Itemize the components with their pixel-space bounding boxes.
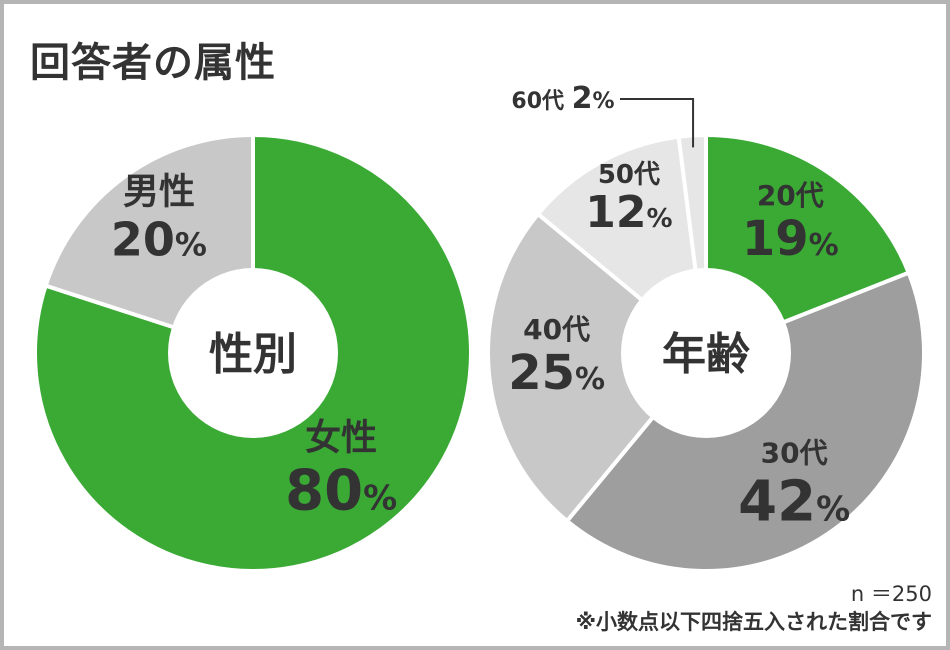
gender-donut-chart: 性別 女性 80% 男性 20% xyxy=(33,133,473,573)
age-donut-chart: 年齢 20代 19% 30代 42% 40代 25% 50代 12% 60代 2% xyxy=(486,81,926,573)
leader-line-5 xyxy=(620,98,695,148)
gender-donut-hole xyxy=(168,268,338,438)
chart-title: 回答者の属性 xyxy=(30,40,276,86)
sample-size: n ＝250 xyxy=(850,582,932,606)
age-donut-hole xyxy=(621,268,791,438)
slice-label-1: 女性 80% xyxy=(285,417,397,523)
rounding-note: ※小数点以下四捨五入された割合です xyxy=(575,610,932,634)
slice-label-2: 男性 20% xyxy=(111,172,207,267)
slice-label-3: 40代 25% xyxy=(508,313,605,401)
chart-notes: n ＝250 ※小数点以下四捨五入された割合です xyxy=(576,580,932,636)
slice-label-4: 50代 12% xyxy=(585,160,672,238)
gender-center-label: 性別 xyxy=(209,329,297,380)
slice-label-2: 30代 42% xyxy=(738,436,850,534)
slice-3 xyxy=(486,212,708,523)
slice-label-1: 20代 19% xyxy=(742,179,839,267)
slice-label-5: 60代 2% xyxy=(511,81,614,116)
age-center-label: 年齢 xyxy=(662,329,750,380)
